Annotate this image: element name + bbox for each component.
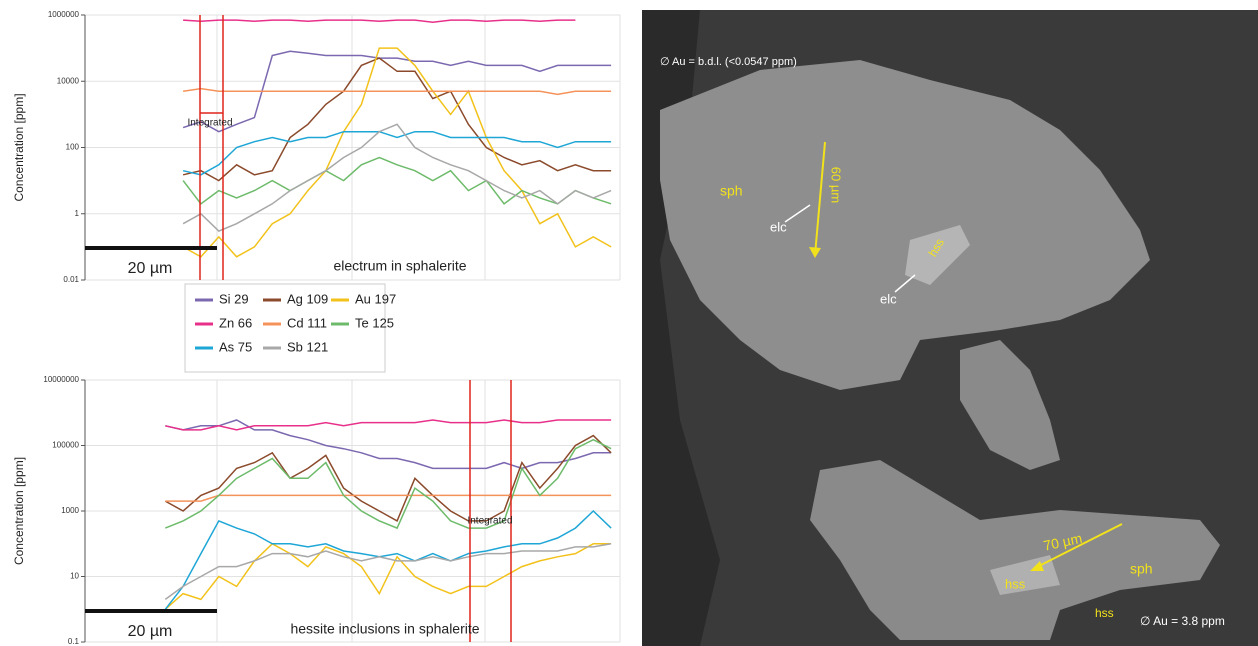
y-tick-label: 0.1 (68, 637, 80, 646)
y-tick-label: 1 (75, 209, 80, 218)
image-label: 60 µm (829, 167, 844, 203)
y-tick-label: 100 (66, 143, 80, 152)
image-label: ∅ Au = b.d.l. (<0.0547 ppm) (660, 56, 797, 68)
y-tick-label: 10000 (57, 76, 80, 85)
image-label: ∅ Au = 3.8 ppm (1140, 614, 1225, 628)
image-label: elc (880, 291, 897, 306)
annotation: electrum in sphalerite (333, 258, 466, 274)
image-label: elc (770, 219, 787, 234)
image-label: sph (720, 183, 743, 199)
y-tick-label: 10000000 (43, 375, 79, 384)
legend-label: Ag 109 (287, 291, 328, 306)
legend-label: Te 125 (355, 315, 394, 330)
annotation: Integrated (467, 516, 512, 527)
scale-bar (85, 609, 217, 613)
y-tick-label: 1000 (61, 506, 79, 515)
y-tick-label: 10 (70, 572, 79, 581)
legend-label: Zn 66 (219, 315, 252, 330)
legend-label: Sb 121 (287, 339, 328, 354)
legend-label: Au 197 (355, 291, 396, 306)
legend-label: As 75 (219, 339, 252, 354)
bse-image (642, 10, 1258, 646)
annotation: hessite inclusions in sphalerite (290, 621, 479, 637)
y-tick-label: 1000000 (48, 10, 80, 19)
annotation: Integrated (187, 118, 232, 129)
image-label: hss (1005, 576, 1026, 591)
annotation: 20 µm (128, 260, 173, 277)
image-label: hss (1095, 606, 1114, 620)
scale-bar (85, 246, 217, 250)
figure: 0.01 1 100 10000 1000000 Concentration [ppm] 2… (0, 0, 1258, 646)
annotation: 20 µm (128, 623, 173, 640)
y-axis-label: Concentration [ppm] (12, 93, 26, 201)
y-tick-label: 0.01 (63, 275, 79, 284)
legend-label: Si 29 (219, 291, 249, 306)
image-label: sph (1130, 561, 1153, 577)
y-tick-label: 100000 (52, 441, 79, 450)
legend-label: Cd 111 (287, 315, 327, 330)
y-axis-label: Concentration [ppm] (12, 457, 26, 565)
